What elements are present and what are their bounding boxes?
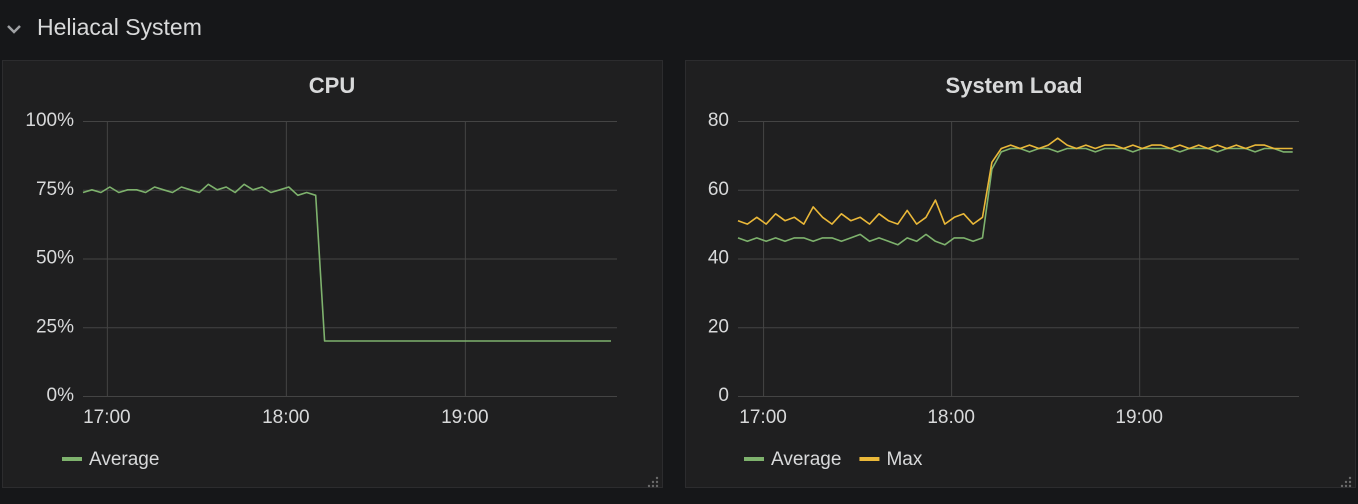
x-tick-label: 17:00 (83, 407, 131, 428)
resize-handle-dot (655, 476, 659, 480)
x-tick-label: 19:00 (1115, 407, 1163, 428)
x-tick-label: 18:00 (927, 407, 975, 428)
y-tick-label: 40 (708, 248, 729, 269)
resize-handle-dot (655, 484, 659, 488)
panel-title[interactable]: CPU (309, 73, 355, 98)
y-tick-label: 100% (25, 110, 74, 131)
legend-swatch[interactable] (744, 457, 764, 461)
legend-swatch[interactable] (859, 457, 880, 461)
series-line (737, 137, 1293, 225)
x-tick-label: 19:00 (441, 407, 489, 428)
resize-handle-dot (1344, 484, 1348, 488)
y-tick-label: 20 (708, 316, 729, 337)
y-tick-label: 75% (36, 179, 74, 200)
x-tick-label: 18:00 (262, 407, 310, 428)
y-tick-label: 60 (708, 179, 729, 200)
row-title[interactable]: Heliacal System (37, 14, 202, 40)
resize-handle-dot (1348, 480, 1352, 484)
series-line (82, 183, 611, 342)
y-tick-label: 80 (708, 110, 729, 131)
legend-label[interactable]: Average (89, 449, 159, 470)
y-tick-label: 0% (47, 385, 75, 406)
panel (685, 60, 1356, 488)
panel (2, 60, 663, 488)
resize-handle-dot (1340, 484, 1344, 488)
panel-title[interactable]: System Load (946, 73, 1083, 98)
y-tick-label: 25% (36, 316, 74, 337)
resize-handle-dot (647, 484, 651, 488)
legend-swatch[interactable] (62, 457, 82, 461)
resize-handle-dot (655, 480, 659, 484)
resize-handle-dot (651, 484, 655, 488)
series-line (737, 147, 1293, 246)
resize-handle-dot (651, 480, 655, 484)
x-tick-label: 17:00 (739, 407, 787, 428)
row-collapse-chevron[interactable] (7, 25, 21, 34)
resize-handle-dot (1348, 484, 1352, 488)
y-tick-label: 50% (36, 248, 74, 269)
resize-handle-dot (1344, 480, 1348, 484)
legend-label[interactable]: Average (771, 449, 841, 470)
resize-handle-dot (1348, 476, 1352, 480)
legend-label[interactable]: Max (886, 449, 922, 470)
y-tick-label: 0 (718, 385, 729, 406)
